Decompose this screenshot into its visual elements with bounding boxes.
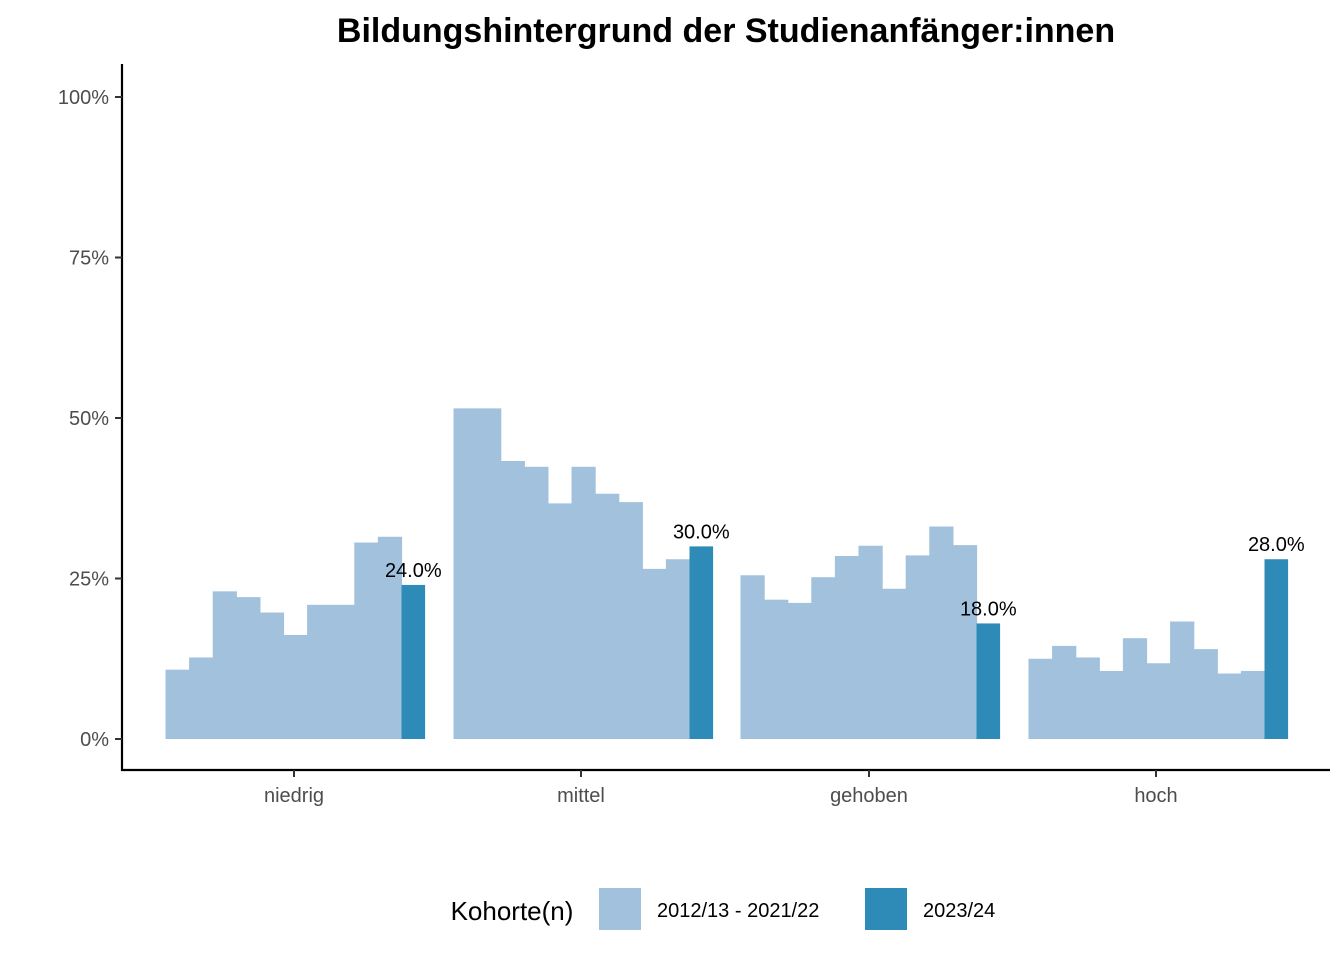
bar-gehoben-current	[976, 623, 1001, 739]
data-label-hoch: 28.0%	[1248, 534, 1305, 556]
bar-hoch-historic-2	[1052, 645, 1077, 739]
x-tick-label-mittel: mittel	[557, 785, 605, 807]
y-tick-label: 50%	[69, 408, 109, 430]
bar-mittel-historic-9	[642, 568, 667, 739]
bar-niedrig-historic-6	[283, 635, 308, 739]
bar-hoch-historic-10	[1240, 670, 1266, 739]
bar-gehoben-historic-6	[858, 545, 883, 739]
bar-gehoben-historic-2	[764, 599, 789, 739]
bar-niedrig-historic-1	[165, 669, 190, 739]
bar-gehoben-historic-1	[740, 575, 765, 739]
legend-swatch-historic	[599, 888, 641, 930]
bar-niedrig-historic-3	[212, 591, 237, 739]
bar-mittel-historic-2	[477, 408, 502, 739]
bar-hoch-historic-5	[1122, 638, 1148, 739]
plot-area: 24.0% 30.0% 18.0% 28.0%	[165, 408, 1305, 739]
chart-title: Bildungshintergrund der Studienanfänger:…	[337, 12, 1115, 50]
bar-gehoben-historic-3	[787, 602, 812, 739]
data-label-gehoben: 18.0%	[960, 598, 1017, 620]
x-tick-label-gehoben: gehoben	[830, 785, 908, 807]
bar-niedrig-historic-9	[354, 542, 379, 739]
y-tick-label: 75%	[69, 248, 109, 270]
x-tick-label-niedrig: niedrig	[264, 785, 324, 807]
legend-title: Kohorte(n)	[451, 896, 574, 926]
legend-label-current: 2023/24	[923, 900, 995, 922]
axes: 0% 25% 50% 75% 100% niedrig mittel gehoben hoch	[58, 64, 1330, 807]
bar-gehoben-historic-9	[929, 526, 954, 739]
bar-gehoben-historic-5	[834, 556, 860, 739]
bar-niedrig-historic-8	[330, 604, 355, 739]
bar-mittel-historic-5	[547, 503, 573, 739]
bar-mittel-historic-4	[524, 466, 549, 739]
bar-hoch-historic-9	[1217, 673, 1242, 739]
bar-hoch-current	[1264, 559, 1289, 739]
bar-mittel-historic-6	[571, 466, 596, 739]
bar-hoch-historic-1	[1028, 658, 1053, 739]
bar-niedrig-historic-5	[259, 612, 285, 739]
data-label-niedrig: 24.0%	[385, 560, 442, 582]
bar-mittel-historic-10	[665, 559, 691, 739]
data-label-mittel: 30.0%	[673, 521, 730, 543]
bar-niedrig-current	[401, 584, 426, 739]
bar-hoch-historic-8	[1193, 649, 1218, 739]
bar-mittel-historic-1	[453, 408, 478, 739]
bar-mittel-historic-8	[618, 502, 643, 739]
legend-swatch-current	[865, 888, 907, 930]
legend-label-historic: 2012/13 - 2021/22	[657, 900, 819, 922]
bar-niedrig-historic-10	[377, 536, 403, 739]
bar-gehoben-historic-7	[882, 588, 907, 739]
bar-mittel-historic-7	[595, 493, 620, 739]
bar-niedrig-historic-2	[189, 657, 214, 739]
bar-niedrig-historic-4	[236, 597, 261, 739]
bar-hoch-historic-7	[1170, 621, 1195, 739]
legend: Kohorte(n) 2012/13 - 2021/22 2023/24	[451, 888, 995, 930]
y-tick-label: 100%	[58, 87, 109, 109]
bar-hoch-historic-6	[1146, 663, 1171, 739]
bar-hoch-historic-3	[1075, 657, 1100, 739]
bar-mittel-historic-3	[500, 461, 525, 739]
x-tick-label-hoch: hoch	[1134, 785, 1177, 807]
bar-gehoben-historic-8	[905, 555, 930, 739]
bar-hoch-historic-4	[1099, 670, 1124, 739]
bar-gehoben-historic-4	[811, 577, 836, 739]
bar-mittel-current	[689, 546, 714, 739]
y-tick-label: 25%	[69, 569, 109, 591]
bar-niedrig-historic-7	[307, 604, 332, 739]
y-tick-label: 0%	[80, 729, 109, 751]
bar-gehoben-historic-10	[952, 545, 978, 739]
